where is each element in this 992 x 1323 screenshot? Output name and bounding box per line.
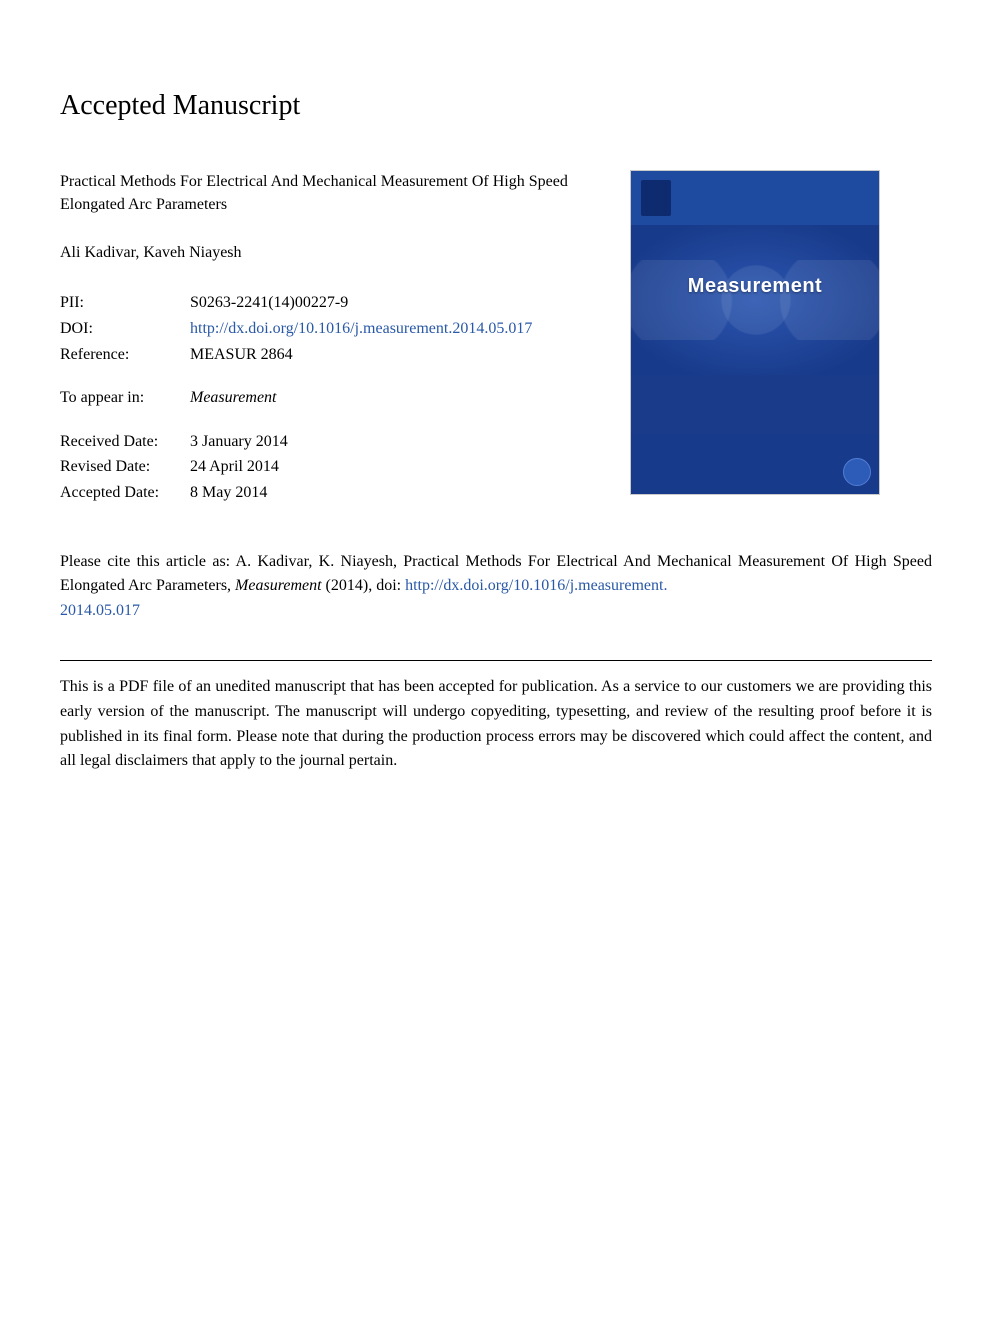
meta-row-received: Received Date: 3 January 2014 [60, 429, 610, 455]
citation-block: Please cite this article as: A. Kadivar,… [60, 550, 932, 624]
meta-row-pii: PII: S0263-2241(14)00227-9 [60, 290, 610, 316]
doi-link[interactable]: http://dx.doi.org/10.1016/j.measurement.… [190, 320, 532, 337]
received-value: 3 January 2014 [190, 429, 610, 455]
citation-doi-part1: http://dx.doi.org/10.1016/j.measurement. [405, 577, 667, 594]
meta-row-to-appear: To appear in: Measurement [60, 385, 610, 411]
citation-doi-part2: 2014.05.017 [60, 602, 140, 619]
citation-journal-name: Measurement [235, 577, 322, 594]
meta-row-accepted: Accepted Date: 8 May 2014 [60, 480, 610, 506]
doi-label: DOI: [60, 316, 190, 342]
revised-value: 24 April 2014 [190, 454, 610, 480]
imeko-badge-icon [843, 458, 871, 486]
metadata-table: PII: S0263-2241(14)00227-9 DOI: http://d… [60, 290, 610, 505]
elsevier-logo-icon [641, 180, 671, 216]
article-title: Practical Methods For Electrical And Mec… [60, 170, 610, 216]
content-row: Practical Methods For Electrical And Mec… [60, 170, 932, 506]
meta-row-reference: Reference: MEASUR 2864 [60, 342, 610, 368]
disclaimer-text: This is a PDF file of an unedited manusc… [60, 675, 932, 774]
horizontal-divider [60, 660, 932, 661]
meta-row-revised: Revised Date: 24 April 2014 [60, 454, 610, 480]
cover-journal-title: Measurement [631, 275, 879, 298]
journal-cover-thumbnail: Measurement [630, 170, 880, 495]
accepted-date-value: 8 May 2014 [190, 480, 610, 506]
citation-year: (2014), doi: [322, 577, 406, 594]
reference-value: MEASUR 2864 [190, 342, 610, 368]
authors-line: Ali Kadivar, Kaveh Niayesh [60, 244, 610, 262]
received-label: Received Date: [60, 429, 190, 455]
meta-row-doi: DOI: http://dx.doi.org/10.1016/j.measure… [60, 316, 610, 342]
cover-header-bar [631, 171, 879, 225]
reference-label: Reference: [60, 342, 190, 368]
cover-artwork [631, 225, 879, 375]
doi-value: http://dx.doi.org/10.1016/j.measurement.… [190, 316, 610, 342]
revised-label: Revised Date: [60, 454, 190, 480]
pii-value: S0263-2241(14)00227-9 [190, 290, 610, 316]
page-title: Accepted Manuscript [60, 90, 932, 122]
to-appear-value: Measurement [190, 385, 610, 411]
cover-wave-pattern-icon [630, 260, 880, 340]
accepted-date-label: Accepted Date: [60, 480, 190, 506]
cover-footer-bar [631, 434, 879, 494]
metadata-column: Practical Methods For Electrical And Mec… [60, 170, 610, 506]
pii-label: PII: [60, 290, 190, 316]
to-appear-label: To appear in: [60, 385, 190, 411]
